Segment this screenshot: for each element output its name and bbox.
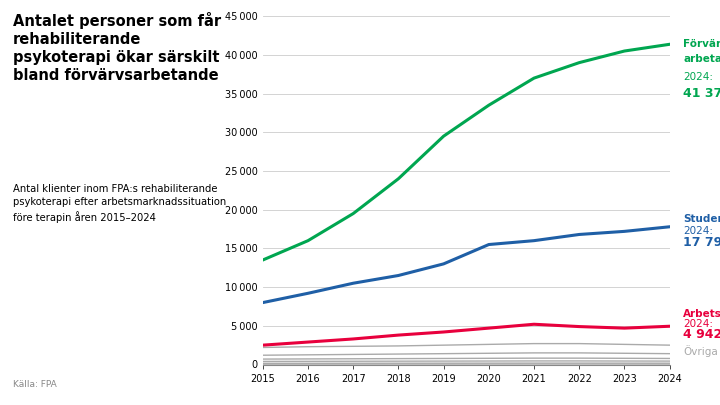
Text: Antalet personer som får
rehabiliterande
psykoterapi ökar särskilt
bland förvärv: Antalet personer som får rehabiliterande…: [13, 12, 221, 83]
Text: Förvärvs-: Förvärvs-: [683, 39, 720, 49]
Text: Studerande: Studerande: [683, 214, 720, 224]
Text: 4 942: 4 942: [683, 328, 720, 341]
Text: Övriga: Övriga: [683, 345, 718, 356]
Text: arbetande: arbetande: [683, 54, 720, 64]
Text: Källa: FPA: Källa: FPA: [13, 380, 57, 389]
Text: 2024:: 2024:: [683, 72, 714, 81]
Text: Arbetslösa: Arbetslösa: [683, 309, 720, 319]
Text: 17 793: 17 793: [683, 236, 720, 249]
Text: 41 370: 41 370: [683, 87, 720, 100]
Text: 2024:: 2024:: [683, 319, 714, 329]
Text: Antal klienter inom FPA:s rehabiliterande
psykoterapi efter arbetsmarknadssituat: Antal klienter inom FPA:s rehabiliterand…: [13, 184, 226, 223]
Text: 2024:: 2024:: [683, 226, 714, 236]
